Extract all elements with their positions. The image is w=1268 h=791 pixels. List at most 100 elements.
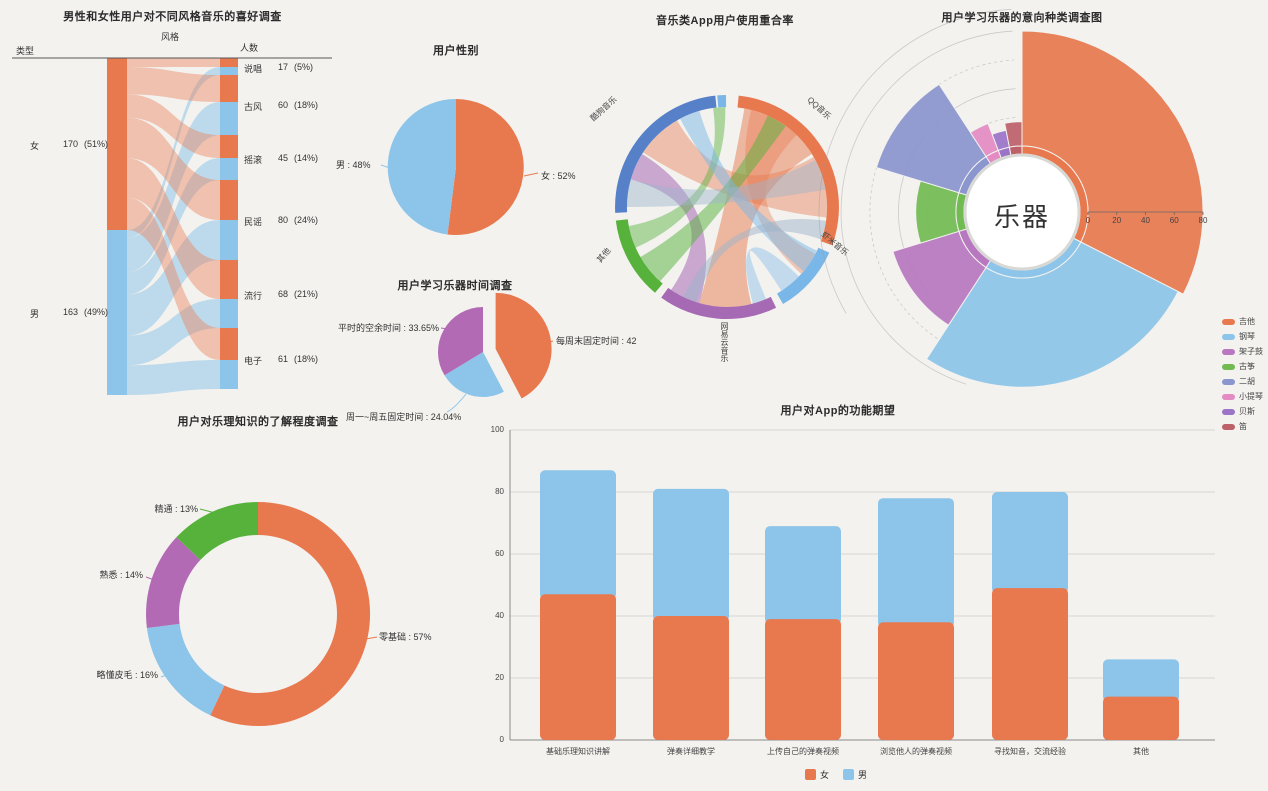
donut-connector-zero (359, 636, 378, 641)
bar-ytick-label: 40 (495, 611, 504, 620)
knowledge-donut-slice (146, 537, 201, 628)
time-pie-slice (495, 292, 552, 399)
sankey-target-label: 民谣 (244, 217, 263, 227)
bar-segment-female (653, 616, 729, 740)
rose-center-circle (963, 153, 1081, 271)
sankey-node-style-male (220, 67, 238, 75)
sankey-target-pct: (18%) (294, 100, 319, 110)
bar-segment-female (765, 619, 841, 740)
legend-swatch (1222, 378, 1235, 385)
sankey-target-label: 古风 (244, 102, 263, 112)
sankey-target-label: 流行 (244, 291, 263, 301)
rose-axis-tick-label: 20 (1112, 216, 1122, 225)
sankey-node-style-male (220, 299, 238, 328)
rose-axis-tick-label: 80 (1198, 216, 1208, 225)
sankey-flow (127, 158, 220, 295)
sankey-flow (127, 360, 220, 395)
chord-title: 音乐类App用户使用重合率 (656, 15, 794, 27)
bar-segment-female (1103, 696, 1179, 740)
legend-item-flute[interactable]: 笛 (1222, 421, 1263, 432)
legend-label: 贝斯 (1239, 407, 1255, 416)
bar-xtick-label: 寻找知音，交流经验 (994, 747, 1066, 756)
sankey-target-value: 60 (277, 100, 288, 110)
legend-swatch (1222, 408, 1235, 415)
rose-grid-arc (869, 59, 1015, 358)
bar-segment-male (765, 526, 841, 625)
time-pie-slice (437, 306, 483, 376)
legend-label: 二胡 (1239, 377, 1255, 386)
bar-segment-male (992, 492, 1068, 594)
bar-xtick-label: 其他 (1133, 747, 1149, 756)
gender-connector-female (523, 172, 539, 177)
chord-ribbon (699, 108, 812, 307)
bar-segment-male (1103, 659, 1179, 702)
sankey-node-style-female (220, 328, 238, 360)
sankey-column-count: 人数 (240, 43, 259, 53)
sankey-flow (127, 299, 220, 366)
legend-item-erhu[interactable]: 二胡 (1222, 376, 1263, 387)
gender-connector-male (380, 164, 391, 169)
donut-label-familiar: 熟悉 : 14% (99, 570, 143, 580)
chord-arc (661, 287, 777, 320)
chord-arc (615, 95, 717, 213)
rose-grid-arc (818, 8, 1012, 314)
time-connector-weekend (532, 340, 554, 348)
rose-grid-arc (840, 30, 1013, 385)
donut-connector-expert (199, 508, 220, 515)
sankey-title: 男性和女性用户对不同风格音乐的喜好调查 (63, 11, 282, 23)
gender-pie-slice (447, 99, 524, 235)
legend-item-violin[interactable]: 小提琴 (1222, 391, 1263, 402)
chord-arc (615, 219, 663, 293)
sankey-target-pct: (14%) (294, 152, 319, 163)
sankey-flow (127, 158, 220, 299)
bar-ytick-label: 60 (495, 549, 504, 558)
sankey-node-female (107, 58, 127, 230)
legend-item-piano[interactable]: 钢琴 (1222, 331, 1263, 342)
bar-segment-male (878, 498, 954, 628)
rose-legend: 吉他 钢琴 架子鼓 古筝 二胡 小提琴 贝斯 笛 (1222, 316, 1263, 432)
sankey-target-value: 45 (277, 152, 288, 163)
chord-label-netease: 网易云音乐 (720, 322, 729, 362)
sankey-node-male (107, 230, 127, 395)
bar-segment-male (540, 470, 616, 600)
legend-swatch (1222, 318, 1235, 325)
legend-item-female[interactable]: 女 (805, 768, 829, 781)
sankey-source-label: 男 (30, 309, 40, 319)
sankey-flow (127, 220, 220, 336)
sankey-target-pct: (18%) (294, 353, 319, 364)
gender-label-male: 男 : 48% (336, 160, 371, 170)
legend-item-guzheng[interactable]: 古筝 (1222, 361, 1263, 372)
sankey-flow (127, 102, 220, 272)
sankey-node-style-female (220, 75, 238, 102)
sankey-target-label: 摇滚 (244, 154, 263, 165)
chord-ribbon (683, 219, 826, 303)
chord-ribbon (643, 120, 828, 218)
sankey-node-style-female (220, 135, 238, 158)
sankey-target-pct: (24%) (294, 215, 319, 225)
donut-label-zero: 零基础 : 57% (379, 632, 432, 642)
sankey-flow (127, 67, 220, 239)
sankey-flow (127, 94, 220, 158)
legend-item-drums[interactable]: 架子鼓 (1222, 346, 1263, 357)
legend-label: 笛 (1239, 422, 1247, 431)
bar-xtick-label: 基础乐理知识讲解 (546, 747, 610, 756)
chord-ribbon (630, 154, 707, 304)
donut-connector-basic (160, 670, 178, 678)
bar-legend: 女 男 (805, 768, 867, 781)
sankey-node-style-male (220, 220, 238, 260)
legend-item-male[interactable]: 男 (843, 768, 867, 781)
sankey-node-style-male (220, 102, 238, 135)
sankey-flow (127, 197, 220, 360)
time-label-weekday: 周一~周五固定时间 : 24.04% (346, 412, 462, 422)
legend-item-bass[interactable]: 贝斯 (1222, 406, 1263, 417)
rose-axis-tick-label: 60 (1169, 216, 1179, 225)
legend-item-guitar[interactable]: 吉他 (1222, 316, 1263, 327)
bar-segment-female (540, 594, 616, 740)
gender-label-female: 女 : 52% (541, 171, 576, 181)
sankey-source-pct: (49%) (84, 307, 109, 317)
time-label-freetime: 平时的空余时间 : 33.65% (337, 323, 439, 333)
legend-label: 吉他 (1239, 317, 1255, 326)
sankey-target-pct: (5%) (294, 61, 314, 72)
